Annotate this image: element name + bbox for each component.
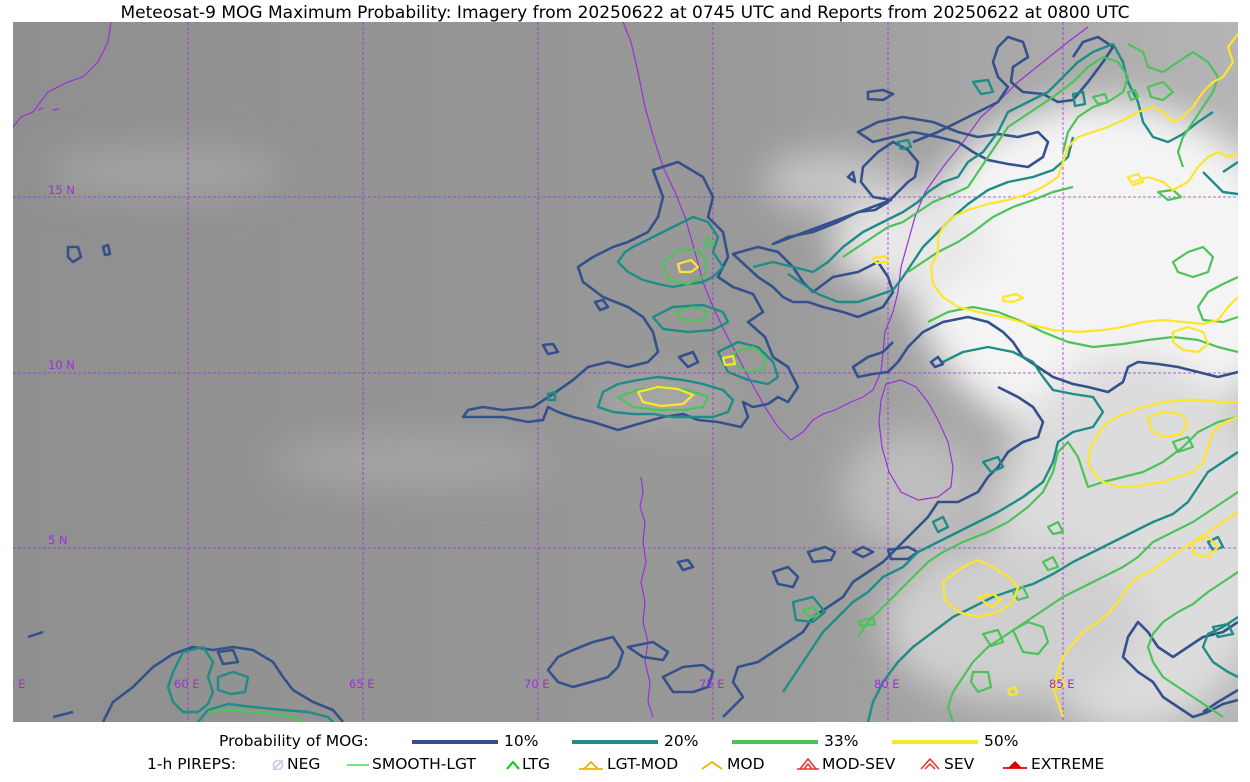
coastlines — [13, 22, 1089, 718]
mod-sev-icon — [797, 757, 819, 770]
prob-20-swatch — [572, 740, 658, 744]
pirep-extreme-label: EXTREME — [1031, 755, 1105, 773]
prob-contour-50 — [636, 33, 1238, 718]
map-labels: 15 N 10 N 5 N 55 E 60 E 65 E 70 E 75 E 8… — [13, 183, 1075, 691]
lon-label-85e: 85 E — [1049, 677, 1075, 691]
sev-icon — [920, 757, 940, 770]
map-title: Meteosat-9 MOG Maximum Probability: Imag… — [120, 3, 1130, 23]
prob-contour-33 — [207, 43, 1238, 722]
pirep-mod-label: MOD — [727, 755, 765, 773]
lon-label-55e: 55 E — [13, 677, 26, 691]
lon-label-70e: 70 E — [524, 677, 550, 691]
lon-label-80e: 80 E — [874, 677, 900, 691]
pirep-ltg-label: LTG — [522, 755, 550, 773]
satellite-imagery — [13, 22, 1238, 722]
extreme-icon — [1003, 761, 1027, 769]
prob-33-swatch — [732, 740, 818, 744]
pirep-neg-label: NEG — [287, 755, 321, 773]
lat-label-15n: 15 N — [48, 183, 75, 197]
probability-legend-label: Probability of MOG: — [219, 732, 369, 750]
lon-label-60e: 60 E — [174, 677, 200, 691]
pirep-mod-sev-label: MOD-SEV — [822, 755, 896, 773]
prob-10-label: 10% — [504, 732, 539, 750]
smooth-lgt-icon — [347, 764, 369, 766]
prob-10-swatch — [412, 740, 498, 744]
pirep-legend: 1-h PIREPS: NEG SMOOTH-LGT LTG LGT-MOD M… — [0, 754, 1250, 776]
pirep-sev-label: SEV — [944, 755, 975, 773]
neg-icon — [272, 759, 284, 771]
satellite-map: 15 N 10 N 5 N 55 E 60 E 65 E 70 E 75 E 8… — [13, 22, 1238, 722]
probability-legend: Probability of MOG: 10% 20% 33% 50% — [0, 731, 1250, 753]
pirep-smooth-lgt-label: SMOOTH-LGT — [372, 755, 476, 773]
lat-label-10n: 10 N — [48, 358, 75, 372]
mod-icon — [701, 760, 723, 770]
prob-50-swatch — [892, 740, 978, 744]
lat-lon-grid — [13, 22, 1238, 722]
prob-contour-20 — [166, 42, 1238, 722]
lon-label-65e: 65 E — [349, 677, 375, 691]
lon-label-75e: 75 E — [699, 677, 725, 691]
ltg-icon — [506, 760, 520, 770]
pirep-lgt-mod-label: LGT-MOD — [607, 755, 679, 773]
prob-50-label: 50% — [984, 732, 1019, 750]
lgt-mod-icon — [579, 760, 603, 770]
prob-33-label: 33% — [824, 732, 859, 750]
pirep-legend-label: 1-h PIREPS: — [147, 755, 237, 773]
lat-label-5n: 5 N — [48, 533, 68, 547]
prob-20-label: 20% — [664, 732, 699, 750]
